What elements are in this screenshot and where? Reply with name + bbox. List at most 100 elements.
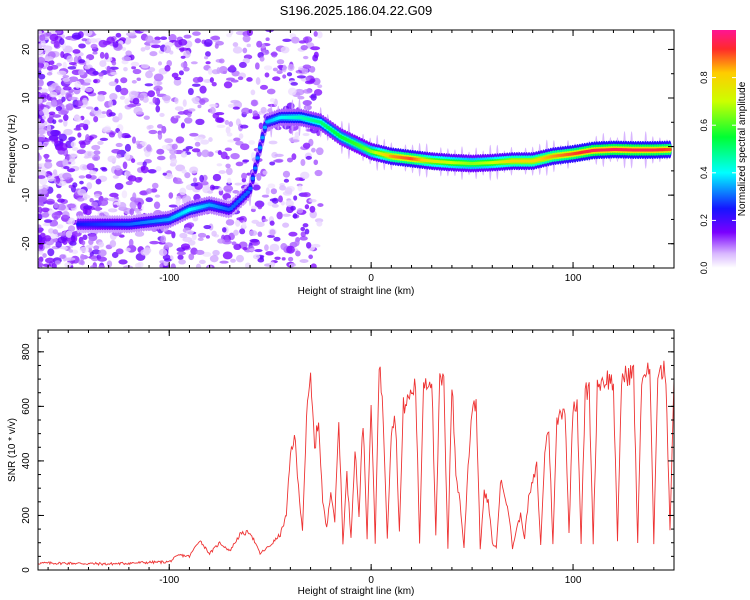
spectrogram-noise-cell (302, 88, 313, 94)
spectrogram-noise-cell (94, 205, 102, 212)
spectrogram-noise-cell (146, 144, 152, 152)
spectrogram-noise-cell (223, 185, 234, 192)
spectrogram-noise-cell (84, 208, 92, 216)
spectrogram-noise-cell (60, 87, 66, 96)
spectrogram-noise-cell (38, 201, 44, 206)
spectrogram-noise-cell (203, 224, 212, 230)
spectrogram-noise-cell (265, 37, 270, 42)
spectrogram-noise-cell (99, 51, 105, 59)
spectrogram-noise-cell (277, 64, 284, 69)
spectrogram-noise-cell (121, 56, 132, 62)
spectrogram-noise-cell (290, 81, 298, 86)
spectrogram-noise-cell (44, 138, 51, 143)
spectrogram-noise-cell (50, 129, 60, 137)
spectrogram-noise-cell (48, 85, 54, 92)
spectrogram-noise-cell (183, 50, 191, 59)
spectrogram-noise-cell (190, 182, 199, 187)
spectrogram-noise-cell (217, 150, 222, 156)
spectrogram-noise-cell (266, 88, 276, 95)
spectrogram-noise-cell (66, 55, 74, 63)
spectrogram-noise-cell (302, 64, 312, 69)
spectrogram-noise-cell (180, 62, 188, 68)
spectrogram-noise-cell (174, 97, 179, 104)
spectrogram-x-axis-label: Height of straight line (km) (298, 286, 415, 297)
spectrogram-noise-cell (125, 32, 136, 37)
spectrogram-noise-cell (63, 114, 69, 121)
spectrogram-noise-cell (86, 182, 93, 190)
spectrogram-noise-cell (299, 236, 308, 241)
spectrogram-noise-cell (78, 43, 86, 49)
spectrogram-noise-cell (52, 229, 59, 235)
spectrogram-noise-cell (171, 72, 179, 78)
spectrogram-noise-cell (46, 175, 55, 182)
spectrogram-noise-cell (313, 31, 318, 37)
spectrogram-noise-cell (209, 103, 218, 108)
spectrogram-noise-cell (241, 221, 247, 228)
spectrogram-noise-cell (304, 80, 314, 85)
spectrogram-x-tick-label: 0 (368, 273, 374, 284)
spectrogram-noise-cell (212, 173, 222, 182)
spectrogram-noise-cell (85, 106, 94, 110)
snr-x-axis-label: Height of straight line (km) (298, 586, 415, 597)
spectrogram-y-tick-label: 0 (21, 143, 32, 149)
spectrogram-noise-cell (288, 231, 298, 237)
spectrogram-noise-cell (183, 66, 190, 72)
spectrogram-noise-cell (127, 175, 137, 182)
spectrogram-ridge-cell (248, 186, 253, 191)
spectrogram-noise-cell (41, 207, 50, 213)
spectrogram-noise-cell (276, 59, 285, 65)
spectrogram-noise-cell (272, 67, 278, 72)
spectrogram-noise-cell (182, 200, 188, 204)
spectrogram-noise-cell (168, 34, 177, 42)
spectrogram-noise-cell (92, 70, 99, 76)
spectrogram-noise-cell (295, 250, 301, 257)
spectrogram-noise-cell (94, 106, 99, 111)
spectrogram-noise-cell (130, 91, 139, 96)
spectrogram-noise-cell (232, 46, 243, 54)
spectrogram-noise-cell (121, 190, 128, 199)
spectrogram-noise-cell (118, 112, 123, 121)
spectrogram-noise-cell (297, 185, 303, 192)
spectrogram-noise-cell (46, 71, 53, 76)
spectrogram-noise-cell (132, 192, 137, 201)
spectrogram-noise-cell (211, 185, 221, 190)
spectrogram-noise-cell (192, 31, 201, 36)
figure-title: S196.2025.186.04.22.G09 (280, 3, 433, 18)
spectrogram-noise-cell (200, 180, 209, 186)
spectrogram-noise-cell (169, 149, 177, 155)
spectrogram-noise-cell (310, 93, 317, 101)
spectrogram-noise-cell (239, 228, 246, 235)
spectrogram-noise-cell (109, 92, 118, 101)
spectrogram-noise-cell (111, 60, 117, 66)
spectrogram-noise-cell (84, 78, 92, 84)
spectrogram-noise-cell (155, 166, 162, 172)
spectrogram-noise-cell (227, 103, 235, 108)
spectrogram-noise-cell (220, 151, 228, 160)
spectrogram-noise-cell (62, 74, 70, 79)
spectrogram-noise-cell (265, 251, 274, 256)
spectrogram-noise-cell (250, 89, 256, 96)
spectrogram-noise-cell (178, 47, 189, 51)
spectrogram-noise-cell (56, 70, 67, 76)
spectrogram-noise-cell (85, 58, 90, 66)
spectrogram-noise-cell (235, 161, 244, 167)
snr-panel: -100 0 100 0 200 400 600 800 Height of straigh… (7, 329, 675, 597)
spectrogram-noise-cell (152, 96, 157, 104)
spectrogram-noise-cell (162, 172, 167, 176)
spectrogram-noise-cell (192, 177, 198, 183)
snr-series-line (38, 360, 674, 566)
spectrogram-noise-cell (205, 51, 211, 57)
spectrogram-noise-cell (134, 262, 142, 268)
spectrogram-noise-cell (241, 107, 251, 115)
spectrogram-noise-cell (286, 72, 293, 77)
spectrogram-noise-cell (180, 243, 191, 250)
spectrogram-ridge-cell (257, 146, 263, 150)
spectrogram-noise-cell (221, 227, 227, 233)
spectrogram-noise-cell (302, 55, 309, 60)
spectrogram-noise-cell (43, 219, 53, 223)
spectrogram-noise-cell (218, 58, 225, 64)
spectrogram-noise-cell (58, 133, 68, 142)
spectrogram-noise-cell (278, 195, 283, 203)
spectrogram-noise-cell (159, 112, 165, 118)
spectrogram-noise-cell (143, 115, 150, 120)
